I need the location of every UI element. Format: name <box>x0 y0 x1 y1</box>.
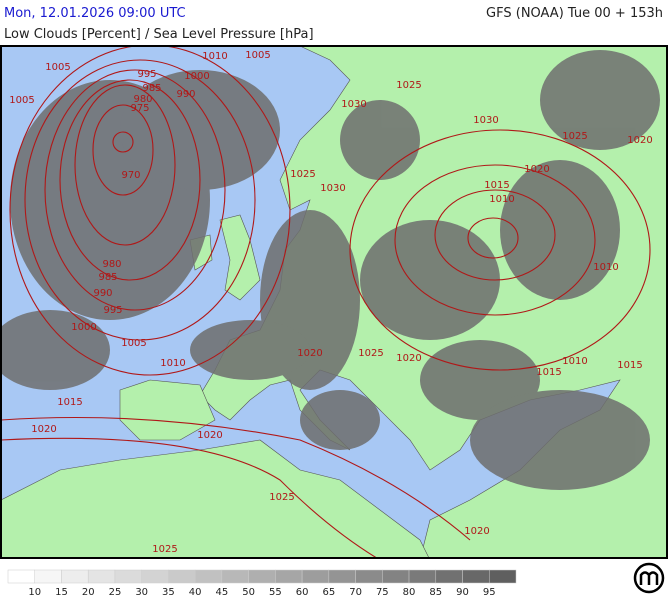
legend-swatch <box>141 569 169 584</box>
isobar-label: 1025 <box>562 131 587 142</box>
isobar-label: 1015 <box>536 367 561 378</box>
legend-swatch <box>462 569 490 584</box>
legend-label: 55 <box>269 587 282 598</box>
britain <box>219 214 261 301</box>
legend-swatch <box>328 569 356 584</box>
legend-label: 85 <box>429 587 442 598</box>
model-run: GFS (NOAA) Tue 00 + 153h <box>486 6 663 21</box>
legend: 10 15 20 25 30 35 40 45 50 55 60 65 70 75 80 85 90 95 <box>7 569 517 598</box>
isobar-label: 1010 <box>562 356 587 367</box>
iberia <box>119 379 216 441</box>
isobar-label: 1015 <box>617 360 642 371</box>
legend-swatch <box>435 569 463 584</box>
legend-swatch <box>355 569 383 584</box>
isobar-label: 1020 <box>464 526 489 537</box>
isobar-label: 995 <box>103 305 122 316</box>
isobar-label: 1020 <box>297 348 322 359</box>
legend-swatch <box>87 569 116 584</box>
legend-label: 20 <box>82 587 95 598</box>
logo <box>633 562 665 594</box>
legend-swatch <box>301 569 330 584</box>
legend-swatch <box>221 569 249 584</box>
isobar-label: 985 <box>142 83 161 94</box>
isobar-label: 975 <box>130 103 149 114</box>
map-title: Low Clouds [Percent] / Sea Level Pressur… <box>4 27 314 42</box>
isobar-label: 1025 <box>358 348 383 359</box>
legend-label: 95 <box>483 587 496 598</box>
legend-label: 40 <box>189 587 202 598</box>
isobar-label: 1030 <box>473 115 498 126</box>
legend-swatch <box>114 569 142 584</box>
legend-swatch <box>7 569 35 584</box>
isobar-label: 1010 <box>489 194 514 205</box>
isobar-label: 1005 <box>9 95 34 106</box>
legend-swatch <box>275 569 303 584</box>
isobar-label: 1000 <box>71 322 96 333</box>
isobar-label: 1005 <box>45 62 70 73</box>
legend-label: 10 <box>28 587 41 598</box>
legend-label: 65 <box>322 587 335 598</box>
legend-swatch <box>489 569 517 584</box>
legend-label: 80 <box>403 587 416 598</box>
isobar-label: 1010 <box>593 262 618 273</box>
map-area <box>1 46 667 558</box>
isobar-label: 1030 <box>320 183 345 194</box>
legend-label: 50 <box>242 587 255 598</box>
isobar-label: 1020 <box>197 430 222 441</box>
africa <box>1 439 430 558</box>
isobar-label: 1005 <box>121 338 146 349</box>
legend-label: 70 <box>349 587 362 598</box>
isobar-label: 1025 <box>152 544 177 555</box>
isobar-label: 995 <box>137 69 156 80</box>
legend-swatch <box>382 569 410 584</box>
isobar-label: 1020 <box>524 164 549 175</box>
isobar-label: 1020 <box>627 135 652 146</box>
datetime: Mon, 12.01.2026 09:00 UTC <box>4 6 186 21</box>
isobar-label: 1020 <box>396 353 421 364</box>
legend-label: 15 <box>55 587 68 598</box>
legend-swatch <box>248 569 276 584</box>
isobar-label: 1010 <box>202 51 227 62</box>
isobar-label: 1030 <box>341 99 366 110</box>
isobar-label: 1000 <box>184 71 209 82</box>
isobar-label: 1015 <box>57 397 82 408</box>
isobar-label: 1025 <box>396 80 421 91</box>
isobar-label: 970 <box>121 170 140 181</box>
legend-swatch <box>168 569 196 584</box>
isobar-label: 1025 <box>269 492 294 503</box>
isobar-label: 1010 <box>160 358 185 369</box>
legend-label: 90 <box>456 587 469 598</box>
isobars <box>1 46 651 558</box>
legend-swatch <box>61 569 89 584</box>
isobar-label: 1025 <box>290 169 315 180</box>
map-border <box>0 45 668 559</box>
legend-label: 45 <box>216 587 229 598</box>
isobar-label: 980 <box>133 94 152 105</box>
isobar-label: 980 <box>102 259 121 270</box>
legend-label: 25 <box>109 587 122 598</box>
isobar-label: 1005 <box>245 50 270 61</box>
isobar-label: 990 <box>93 288 112 299</box>
legend-swatch <box>194 569 223 584</box>
isobar-label: 990 <box>176 89 195 100</box>
isobar-label: 1015 <box>484 180 509 191</box>
legend-label: 35 <box>162 587 175 598</box>
legend-swatch <box>408 569 437 584</box>
isobar-label: 985 <box>98 272 117 283</box>
legend-label: 60 <box>296 587 309 598</box>
isobar-label: 1020 <box>31 424 56 435</box>
legend-swatch <box>34 569 62 584</box>
legend-label: 30 <box>135 587 148 598</box>
legend-label: 75 <box>376 587 389 598</box>
